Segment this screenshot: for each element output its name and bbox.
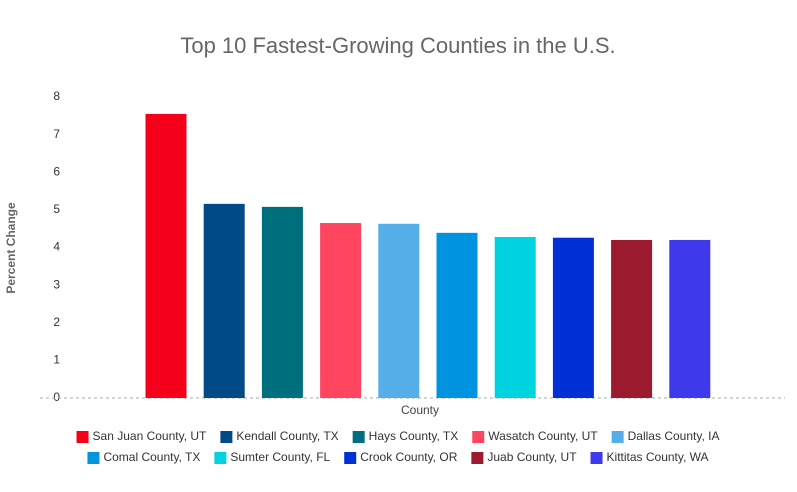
legend-swatch: [220, 431, 233, 443]
legend-label: Comal County, TX: [103, 450, 200, 464]
legend-label: Crook County, OR: [360, 450, 457, 464]
y-tick-label: 5: [53, 202, 60, 216]
y-tick-label: 8: [53, 89, 60, 103]
bar: [378, 223, 420, 398]
legend-label: Dallas County, IA: [628, 429, 720, 443]
legend-item: San Juan County, UT: [76, 429, 208, 443]
bar: [320, 223, 362, 398]
legend-swatch: [87, 452, 100, 464]
legend-label: Kittitas County, WA: [607, 450, 709, 464]
legend-label: Wasatch County, UT: [488, 429, 598, 443]
legend-swatch: [611, 431, 624, 443]
chart-title: Top 10 Fastest-Growing Counties in the U…: [180, 33, 615, 58]
y-tick-label: 7: [53, 127, 60, 141]
legend-swatch: [471, 452, 484, 464]
legend-item: Kittitas County, WA: [590, 450, 709, 464]
legend-swatch: [214, 452, 227, 464]
legend-item: Comal County, TX: [87, 450, 200, 464]
y-tick-label: 2: [53, 315, 60, 329]
y-axis-label: Percent Change: [4, 202, 18, 294]
bar: [611, 239, 653, 398]
legend-item: Juab County, UT: [471, 450, 577, 464]
legend-label: Juab County, UT: [487, 450, 577, 464]
y-tick-label: 6: [53, 164, 60, 178]
legend-item: Sumter County, FL: [214, 450, 331, 464]
bar: [145, 113, 187, 399]
bar: [552, 237, 594, 398]
y-tick-label: 1: [53, 353, 60, 367]
legend-swatch: [352, 431, 365, 443]
bar: [494, 236, 536, 398]
legend-swatch: [590, 452, 603, 464]
x-axis-label: County: [401, 403, 439, 417]
legend-item: Wasatch County, UT: [472, 429, 598, 443]
legend-item: Crook County, OR: [344, 450, 458, 464]
legend-label: San Juan County, UT: [93, 429, 208, 443]
legend-item: Kendall County, TX: [220, 429, 339, 443]
bar: [436, 232, 478, 398]
legend-item: Hays County, TX: [352, 429, 459, 443]
legend-swatch: [76, 431, 89, 443]
legend-label: Sumter County, FL: [230, 450, 330, 464]
y-tick-label: 3: [53, 277, 60, 291]
legend-swatch: [344, 452, 357, 464]
bar: [669, 239, 711, 398]
legend-swatch: [472, 431, 485, 443]
legend-item: Dallas County, IA: [611, 429, 720, 443]
bar: [261, 206, 303, 398]
legend-label: Kendall County, TX: [236, 429, 338, 443]
bar: [203, 203, 245, 398]
y-tick-label: 4: [53, 240, 60, 254]
y-tick-label: 0: [53, 390, 60, 404]
legend-label: Hays County, TX: [369, 429, 459, 443]
